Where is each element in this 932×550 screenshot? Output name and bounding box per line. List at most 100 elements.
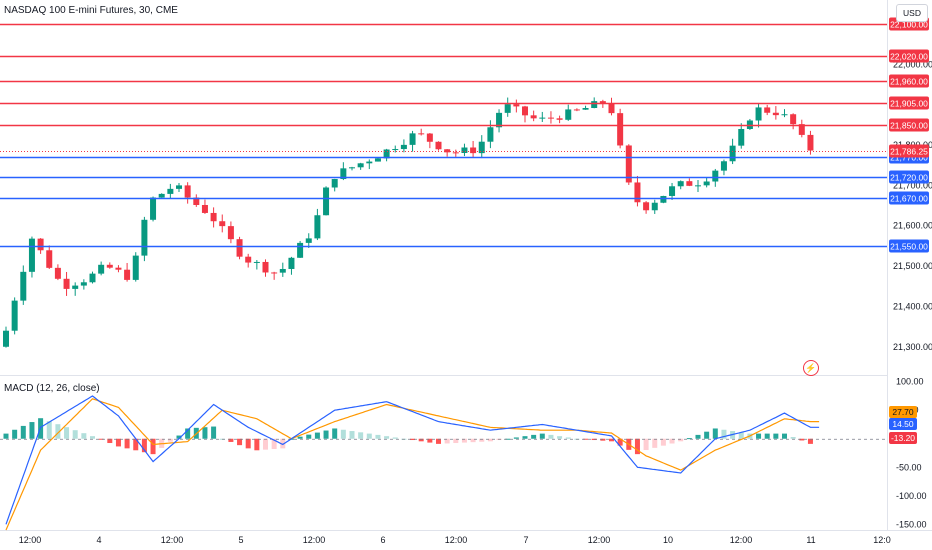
macd-line: [5, 395, 820, 525]
histogram-bar: [557, 436, 563, 439]
histogram-bar: [133, 438, 139, 451]
histogram-bar: [81, 433, 87, 439]
time-axis-tick: 12:0: [873, 535, 891, 545]
histogram-bar: [366, 433, 372, 439]
level-price-tag: [889, 49, 929, 63]
candle-body: [686, 181, 693, 186]
histogram-bar: [782, 433, 787, 439]
candle-body: [522, 106, 528, 116]
histogram-bar: [271, 438, 277, 450]
candle-body: [461, 147, 468, 153]
candle-body: [720, 161, 727, 171]
macd-axis-tick: -150.00: [896, 519, 927, 529]
candle-body: [279, 268, 286, 273]
candle-body: [54, 267, 61, 279]
candle-body: [573, 109, 580, 111]
histogram-bar: [141, 438, 147, 453]
histogram-bar: [461, 438, 467, 443]
candle-body: [193, 197, 200, 205]
level-price-label: 21,960.00: [890, 77, 928, 87]
candle-body: [625, 145, 632, 183]
histogram-bar: [410, 438, 416, 441]
candle-body: [210, 212, 217, 222]
last-price-label: 21,786.25: [890, 147, 928, 157]
candle-body: [513, 104, 520, 107]
histogram-bar: [55, 424, 61, 439]
candle-body: [184, 185, 191, 198]
histogram-bar: [565, 437, 571, 439]
time-axis-tick: 12:00: [588, 535, 611, 545]
candle-body: [331, 179, 338, 188]
level-price-label: 21,550.00: [890, 242, 928, 252]
candle-body: [63, 278, 70, 289]
time-axis-tick: 4: [96, 535, 101, 545]
macd-value-label: 27.70: [892, 407, 914, 417]
candle-body: [383, 149, 390, 159]
candle-body: [11, 300, 18, 331]
histogram-bar: [487, 438, 493, 442]
price-labels: 22,100.00 22,020.00 21,960.00 21,905.00 21,8…: [889, 17, 929, 444]
histogram-bar: [444, 438, 450, 444]
histogram-bar: [332, 428, 338, 439]
histogram-bar: [643, 438, 649, 451]
currency-button[interactable]: USD: [896, 4, 928, 22]
lightning-alert-icon[interactable]: ⚡: [803, 360, 819, 376]
candle-body: [695, 185, 701, 187]
candle-body: [98, 264, 105, 274]
level-price-label: 21,850.00: [890, 121, 928, 131]
histogram-bar: [64, 427, 70, 439]
candle-body: [444, 149, 451, 153]
candle-body: [591, 101, 598, 108]
histogram-bar: [600, 438, 606, 441]
histogram-bar: [115, 438, 121, 447]
price-axis-tick: 21,600.00: [893, 221, 932, 231]
histogram-bar: [323, 430, 329, 439]
candle-body: [409, 133, 416, 145]
candle-body: [132, 255, 139, 280]
histogram-bar: [686, 438, 692, 440]
signal-line: [5, 398, 820, 531]
histogram-bar: [436, 438, 441, 444]
macd-value-tag: [889, 432, 917, 444]
candle-body: [227, 226, 234, 240]
candle-body: [349, 167, 355, 169]
macd-axis-tick: -100.00: [896, 491, 927, 501]
price-axis-tick: 21,400.00: [893, 301, 932, 311]
candle-body: [496, 112, 503, 128]
time-axis-tick: 12:00: [445, 535, 468, 545]
candle-body: [37, 238, 44, 251]
histogram-bar: [773, 433, 779, 439]
candle-body: [418, 133, 425, 135]
histogram-bar: [453, 438, 459, 444]
level-price-tag: [889, 191, 929, 205]
symbol-title[interactable]: NASDAQ 100 E-mini Futures, 30, CME: [4, 5, 178, 16]
candle-body: [790, 114, 797, 125]
candle-body: [452, 152, 459, 154]
candle-body: [176, 185, 182, 189]
histogram-bar: [634, 438, 640, 455]
macd-indicator-label[interactable]: MACD (12, 26, close): [4, 383, 100, 394]
candle-body: [3, 330, 9, 347]
candle-body: [677, 181, 684, 187]
candle-body: [755, 107, 762, 121]
time-axis-tick: 12:00: [19, 535, 42, 545]
histogram-bar: [3, 433, 9, 439]
price-axis-tick: 22,000.00: [893, 59, 932, 69]
candle-body: [46, 250, 53, 268]
level-price-label: 22,020.00: [890, 52, 928, 62]
histogram-bar: [245, 438, 251, 449]
histogram-bar: [314, 432, 320, 439]
candle-body: [219, 221, 226, 227]
candle-body: [582, 107, 589, 110]
candle-body: [305, 238, 312, 243]
histogram-bar: [263, 438, 268, 450]
candle-body: [608, 103, 615, 114]
last-price-tag: [889, 144, 929, 158]
histogram-bar: [237, 438, 243, 446]
level-price-tag: [889, 239, 929, 253]
candle-body: [643, 202, 650, 211]
histogram-bar: [513, 437, 519, 439]
level-price-tag: [889, 96, 929, 110]
candle-body: [20, 271, 27, 301]
